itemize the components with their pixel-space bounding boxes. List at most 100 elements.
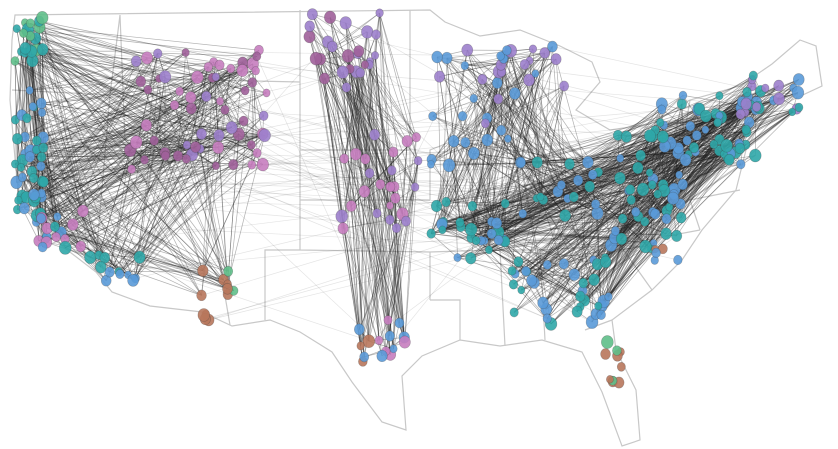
edge [379,12,417,138]
edge [542,140,688,304]
node [741,124,751,135]
edge [17,127,232,210]
node [675,211,687,224]
edge [24,48,34,107]
node [671,229,683,242]
edge [174,77,213,106]
edge [446,57,499,233]
edge [511,135,652,272]
node [550,53,562,66]
edge [24,153,224,281]
node [258,128,271,143]
edge [30,35,198,78]
edge [36,155,179,216]
edge [41,135,265,198]
node [49,221,60,232]
edge [342,228,383,357]
edge [537,157,621,163]
node [614,171,626,185]
edge [22,160,492,222]
edge [537,162,593,175]
edge [132,76,166,281]
node [460,61,470,71]
edge [32,89,148,107]
edge [522,203,596,215]
node [362,334,376,349]
edge [504,162,538,204]
edge [98,134,240,256]
node [14,195,23,205]
edge [595,203,639,217]
node [620,130,633,143]
edge [482,79,541,197]
edge [531,136,627,281]
edge [550,296,581,325]
edge [510,50,541,197]
node [32,135,42,146]
node [547,40,558,53]
edge [669,107,742,208]
edge [368,61,371,342]
edge [41,196,228,290]
node [635,149,646,162]
edge [491,109,662,222]
edge [470,109,662,230]
edge [174,105,229,295]
node [688,141,700,154]
edge [30,22,160,79]
edge [41,96,207,158]
edge [355,31,368,155]
edge [218,135,252,146]
edge [42,60,137,138]
edge [27,29,209,68]
edge [524,64,544,200]
node [491,77,503,89]
edge [251,82,263,135]
edge [498,198,568,241]
node [223,265,234,277]
edge [41,112,678,261]
edge [387,213,403,321]
edge [601,92,799,307]
edge [54,152,258,227]
edge [368,240,504,342]
edge [26,31,264,117]
edge [595,203,652,250]
edge [460,60,530,227]
edge [30,35,221,102]
edge [35,148,201,198]
edge [497,162,538,233]
edge [147,53,159,90]
edge [65,120,244,249]
node [309,51,323,66]
node [339,16,352,30]
node [537,296,549,310]
edge [681,103,686,160]
edge [472,46,553,207]
edge [622,122,750,219]
edge [510,50,579,181]
edge [33,200,140,258]
edge [580,150,720,297]
edge [500,130,524,214]
edge [432,115,596,205]
edge [470,138,509,230]
edge [41,217,202,296]
edge [436,141,455,207]
edge [37,120,244,150]
node [673,254,683,265]
node [701,125,710,134]
edge [35,49,145,161]
edge [389,152,394,206]
node [203,61,213,73]
edge [533,189,644,283]
edge [460,186,590,228]
node [491,217,503,230]
edge [535,46,553,74]
edge [600,248,652,316]
edge [557,191,598,214]
node [484,245,493,255]
edge [470,196,541,259]
edge [448,98,475,166]
edge [614,107,800,238]
